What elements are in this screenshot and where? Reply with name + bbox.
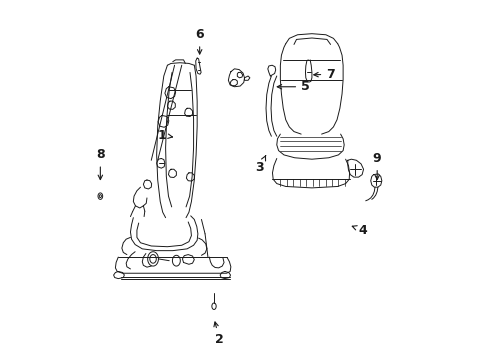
Text: 1: 1 <box>157 129 172 142</box>
Text: 9: 9 <box>372 152 381 180</box>
Text: 3: 3 <box>255 156 265 174</box>
Text: 4: 4 <box>351 224 366 237</box>
Text: 6: 6 <box>195 28 203 54</box>
Text: 2: 2 <box>213 322 224 346</box>
Text: 7: 7 <box>313 68 334 81</box>
Text: 5: 5 <box>277 80 309 93</box>
Text: 8: 8 <box>96 148 104 180</box>
